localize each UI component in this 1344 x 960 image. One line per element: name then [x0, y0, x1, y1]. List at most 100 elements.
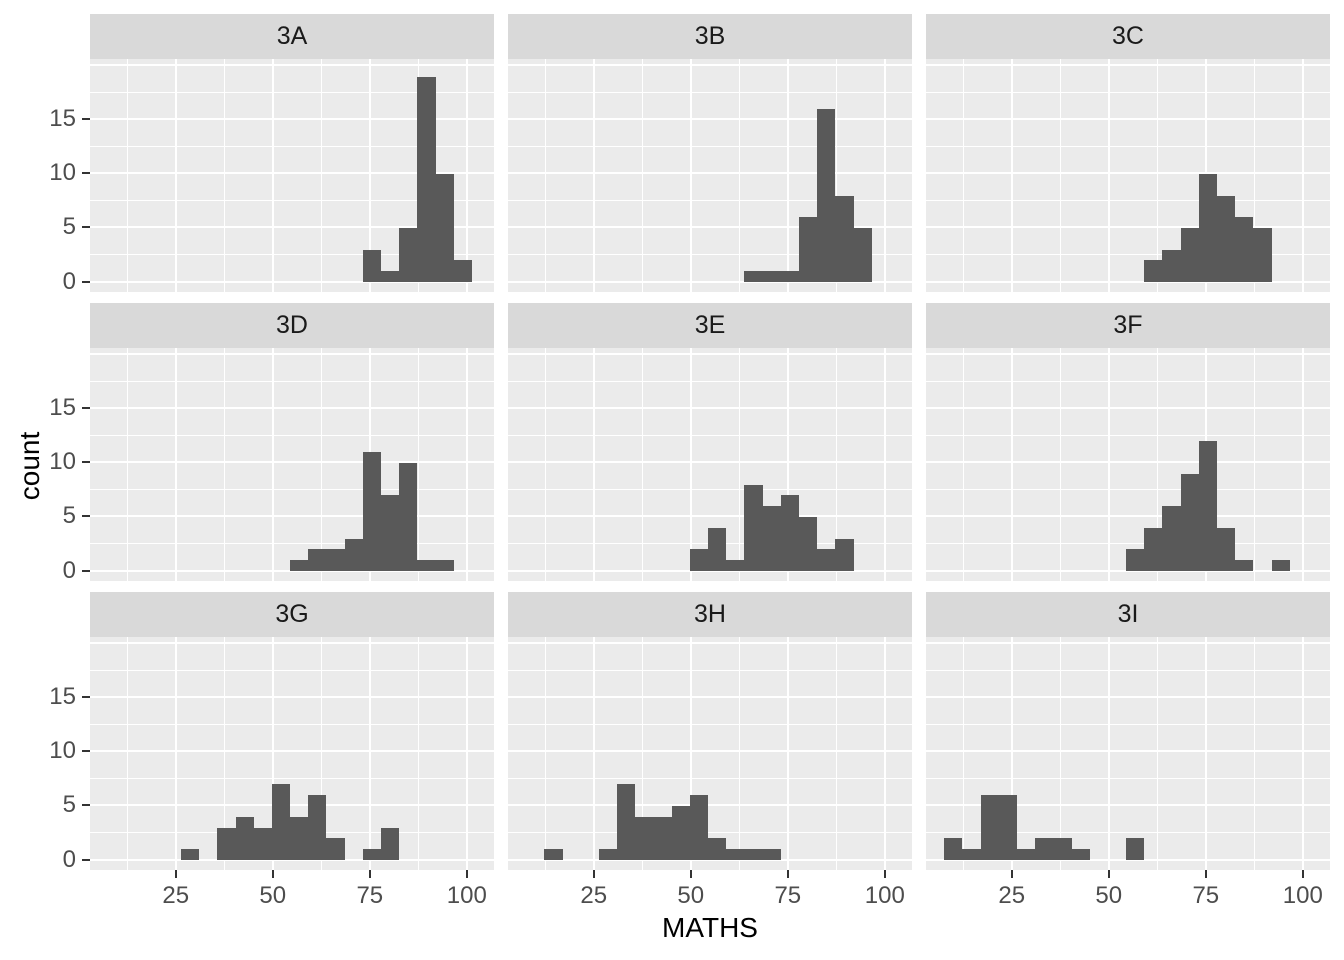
x-tick-label: 50 — [259, 882, 287, 909]
histogram-bar — [744, 270, 763, 282]
histogram-bar — [1181, 227, 1199, 282]
histogram-bar — [654, 816, 672, 860]
gridline-minor-vertical — [417, 637, 419, 870]
x-tick-mark — [1301, 870, 1304, 878]
gridline-minor-horizontal — [926, 723, 1330, 725]
x-tick-mark — [368, 870, 371, 878]
gridline-major-horizontal — [90, 461, 494, 464]
gridline-major-vertical — [1010, 348, 1013, 581]
gridline-major-horizontal — [926, 804, 1330, 807]
gridline-major-horizontal — [926, 280, 1330, 283]
histogram-bar — [599, 848, 617, 860]
gridline-major-vertical — [465, 348, 468, 581]
gridline-major-horizontal — [508, 226, 912, 229]
x-tick-label: 50 — [1095, 882, 1123, 909]
histogram-bar — [381, 494, 399, 571]
histogram-bar — [744, 484, 763, 571]
facet-panel-3d — [90, 348, 494, 581]
histogram-bar — [417, 76, 436, 282]
y-tick-label: 5 — [62, 502, 76, 530]
gridline-minor-horizontal — [926, 669, 1330, 671]
facet-panel-3e — [508, 348, 912, 581]
histogram-bar — [1272, 559, 1290, 571]
gridline-minor-horizontal — [508, 831, 912, 833]
y-tick-mark — [82, 696, 90, 699]
facet-strip-3b: 3B — [508, 14, 912, 59]
facet-panel-3f — [926, 348, 1330, 581]
facet-strip-label: 3C — [1112, 22, 1144, 50]
gridline-minor-horizontal — [508, 380, 912, 382]
histogram-bar — [1126, 837, 1144, 860]
gridline-minor-horizontal — [508, 253, 912, 255]
gridline-minor-horizontal — [508, 199, 912, 201]
y-tick-mark — [82, 515, 90, 518]
gridline-major-horizontal — [508, 280, 912, 283]
x-tick-label: 100 — [446, 882, 487, 909]
x-tick-label: 100 — [864, 882, 905, 909]
histogram-bar — [1162, 505, 1181, 571]
histogram-bar — [236, 816, 254, 860]
facet-panel-3g — [90, 637, 494, 870]
histogram-bar — [181, 848, 199, 860]
gridline-major-horizontal — [90, 750, 494, 753]
gridline-minor-horizontal — [926, 91, 1330, 93]
gridline-minor-horizontal — [90, 723, 494, 725]
histogram-bar — [1217, 527, 1235, 571]
gridline-major-vertical — [592, 348, 595, 581]
gridline-major-vertical — [174, 637, 177, 870]
histogram-bar — [544, 848, 563, 860]
gridline-minor-vertical — [544, 348, 546, 581]
histogram-bar — [835, 538, 854, 571]
y-tick-label: 0 — [62, 556, 76, 584]
histogram-bar — [635, 816, 654, 860]
gridline-major-vertical — [1301, 348, 1304, 581]
y-tick-label: 10 — [49, 448, 76, 476]
gridline-minor-horizontal — [508, 145, 912, 147]
gridline-major-vertical — [1107, 59, 1110, 292]
gridline-minor-horizontal — [90, 380, 494, 382]
y-tick-mark — [82, 750, 90, 753]
gridline-major-horizontal — [926, 353, 1330, 356]
x-tick-label: 75 — [1192, 882, 1220, 909]
gridline-minor-horizontal — [926, 199, 1330, 201]
facet-strip-3i: 3I — [926, 592, 1330, 637]
gridline-major-vertical — [271, 637, 274, 870]
gridline-minor-horizontal — [90, 488, 494, 490]
histogram-bar — [763, 848, 781, 860]
gridline-minor-horizontal — [508, 723, 912, 725]
y-tick-label: 15 — [49, 394, 76, 422]
gridline-major-vertical — [1010, 59, 1013, 292]
histogram-bar — [345, 538, 363, 571]
y-tick-mark — [82, 280, 90, 283]
gridline-major-horizontal — [926, 858, 1330, 861]
gridline-minor-horizontal — [926, 488, 1330, 490]
gridline-major-vertical — [368, 59, 371, 292]
gridline-major-horizontal — [508, 118, 912, 121]
gridline-minor-vertical — [223, 348, 225, 581]
gridline-minor-vertical — [1059, 637, 1061, 870]
gridline-major-horizontal — [90, 64, 494, 67]
x-tick-mark — [465, 870, 468, 878]
histogram-bar — [781, 270, 799, 282]
histogram-bar — [272, 783, 290, 860]
histogram-bar — [799, 216, 817, 282]
histogram-bar — [690, 548, 708, 571]
y-tick-label: 15 — [49, 683, 76, 711]
gridline-minor-horizontal — [90, 542, 494, 544]
gridline-minor-vertical — [126, 348, 128, 581]
histogram-bar — [708, 527, 726, 571]
x-tick-label: 75 — [356, 882, 384, 909]
facet-panel-3b — [508, 59, 912, 292]
gridline-minor-horizontal — [926, 380, 1330, 382]
histogram-bar — [1035, 837, 1053, 860]
gridline-major-horizontal — [90, 118, 494, 121]
gridline-major-horizontal — [508, 804, 912, 807]
gridline-major-horizontal — [90, 226, 494, 229]
y-tick-label: 10 — [49, 737, 76, 765]
gridline-major-horizontal — [508, 858, 912, 861]
facet-strip-label: 3H — [694, 600, 726, 628]
y-tick-label: 10 — [49, 159, 76, 187]
histogram-bar — [817, 548, 835, 571]
gridline-major-horizontal — [508, 407, 912, 410]
gridline-minor-vertical — [835, 637, 837, 870]
